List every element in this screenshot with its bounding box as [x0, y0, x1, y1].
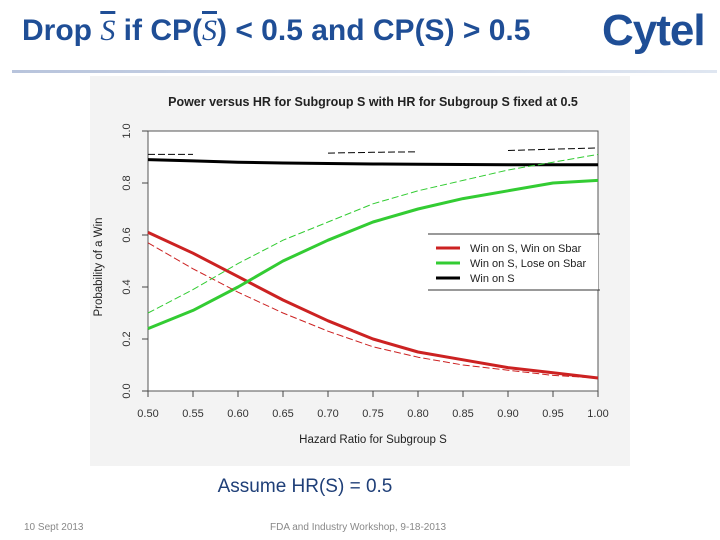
- legend-label: Win on S, Win on Sbar: [470, 243, 582, 255]
- series-line-dashed-5: [327, 151, 419, 154]
- x-tick-label: 0.55: [182, 408, 203, 420]
- title-divider: [12, 70, 717, 73]
- series-line-win-on-s: [147, 158, 598, 167]
- x-tick-label: 0.95: [542, 408, 563, 420]
- series-line-dashed-5: [507, 147, 599, 151]
- chart-title: Power versus HR for Subgroup S with HR f…: [168, 95, 578, 109]
- y-tick-label: 0.8: [121, 175, 133, 190]
- s-bar-symbol: S: [202, 14, 217, 47]
- power-chart: Power versus HR for Subgroup S with HR f…: [93, 95, 609, 446]
- footer-date: 10 Sept 2013: [24, 522, 84, 533]
- series-line-win-on-s-lose-on-sbar: [147, 178, 599, 330]
- series-line-win-on-s-win-on-sbar: [147, 231, 599, 380]
- y-tick-label: 0.4: [121, 279, 133, 294]
- x-tick-label: 0.85: [452, 408, 473, 420]
- slide-title: Drop S if CP(S) < 0.5 and CP(S) > 0.5: [22, 14, 531, 47]
- x-tick-label: 0.90: [497, 408, 518, 420]
- y-tick-label: 0.2: [121, 331, 133, 346]
- series-line-dashed-3: [147, 242, 599, 379]
- assumption-text: Assume HR(S) = 0.5: [217, 476, 393, 497]
- series-line-dashed-4: [147, 153, 599, 314]
- x-tick-label: 0.50: [137, 408, 158, 420]
- footer-event: FDA and Industry Workshop, 9-18-2013: [270, 522, 447, 533]
- x-tick-label: 0.65: [272, 408, 293, 420]
- x-tick-label: 0.80: [407, 408, 428, 420]
- x-axis-label: Hazard Ratio for Subgroup S: [299, 434, 447, 446]
- y-axis-label: Probability of a Win: [93, 217, 105, 316]
- company-logo: Cytel: [602, 6, 706, 55]
- y-tick-label: 0.0: [121, 383, 133, 398]
- s-bar-symbol: S: [100, 14, 116, 47]
- legend-label: Win on S, Lose on Sbar: [470, 258, 587, 270]
- y-tick-label: 0.6: [121, 227, 133, 242]
- x-tick-label: 0.60: [227, 408, 248, 420]
- x-tick-label: 0.75: [362, 408, 383, 420]
- legend-label: Win on S: [470, 273, 515, 285]
- y-tick-label: 1.0: [121, 123, 133, 138]
- x-tick-label: 1.00: [587, 408, 608, 420]
- x-tick-label: 0.70: [317, 408, 338, 420]
